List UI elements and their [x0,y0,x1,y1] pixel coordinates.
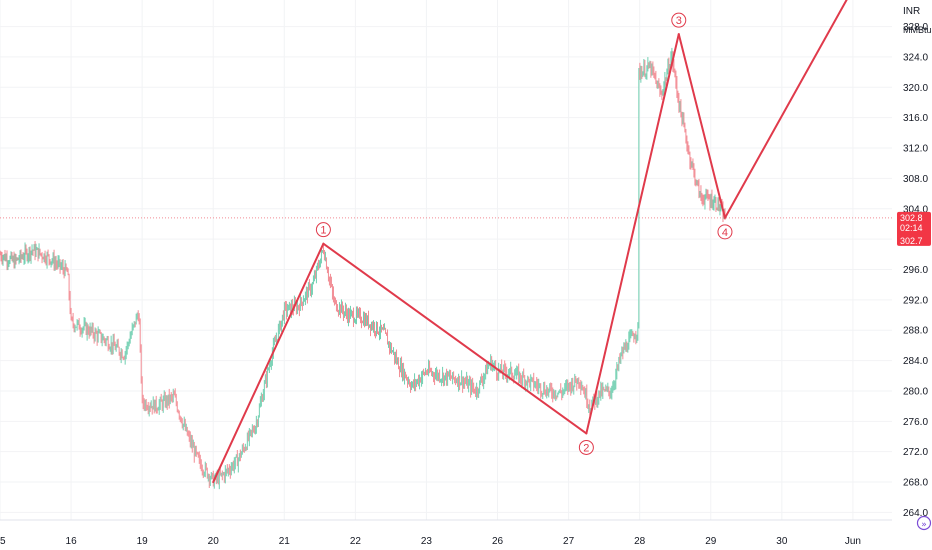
x-tick-label: 16 [66,536,78,547]
wave-label-3[interactable]: 3 [671,12,687,28]
wave-label-1[interactable]: 1 [315,222,331,238]
y-tick-label: 264.0 [903,508,928,519]
y-tick-label: 296.0 [903,265,928,276]
wave-label-text: 1 [320,225,326,237]
wave-label-text: 4 [722,227,728,239]
x-tick-label: 20 [208,536,220,547]
y-tick-label: 320.0 [903,83,928,94]
event-icon-ring [916,515,932,531]
y-tick-label: 308.0 [903,174,928,185]
unit-label: MMBtu [903,25,932,35]
price-scale-background [892,0,932,550]
price-badge: 302.802:14 302.7 [897,211,931,246]
price-badge-price: 302.8 [900,213,923,223]
currency-label: INR [903,6,920,17]
y-tick-label: 276.0 [903,417,928,428]
x-tick-label: 27 [563,536,575,547]
price-badge-box [897,211,931,238]
x-tick-label: 23 [421,536,433,547]
x-tick-label: Jun [845,536,861,547]
y-tick-label: 324.0 [903,52,928,63]
x-tick-label: 30 [776,536,788,547]
y-tick-label: 284.0 [903,356,928,367]
time-axis[interactable]: 15 16 19 20 21 22 23 26 27 28 29 30 Jun [0,519,892,547]
wave-label-circle [671,12,687,28]
wave-label-text: 3 [676,15,682,27]
wave-label-text: 2 [583,442,589,454]
wave-segment[interactable] [585,33,680,435]
wave-label-4[interactable]: 4 [717,224,733,240]
wave-labels: 12345 [315,12,733,455]
grid [0,0,892,520]
fast-forward-icon[interactable]: » [916,515,932,531]
event-markers: »⚡ [916,515,932,531]
y-tick-label: 328.0 [903,22,928,33]
wave-label-circle [578,439,594,455]
wave-label-circle [315,222,331,238]
x-tick-label: 26 [492,536,504,547]
candles [0,47,726,490]
elliott-wave-drawing[interactable] [212,0,853,484]
x-tick-label: 22 [350,536,362,547]
wave-segment[interactable] [723,0,853,219]
y-tick-label: 292.0 [903,295,928,306]
y-tick-label: 268.0 [903,478,928,489]
y-tick-label: 312.0 [903,144,928,155]
price-badge-countdown: 02:14 [900,223,923,233]
x-tick-label: 28 [634,536,646,547]
event-icon-glyph: » [921,520,927,530]
wave-label-circle [717,224,733,240]
y-tick-label: 280.0 [903,386,928,397]
x-tick-label: 19 [137,536,149,547]
y-tick-label: 288.0 [903,326,928,337]
x-tick-label: 21 [279,536,291,547]
wave-segment[interactable] [322,242,588,435]
price-badge-low: 302.7 [900,236,923,246]
price-badge-low-box [897,234,931,246]
x-tick-label: 29 [705,536,717,547]
y-tick-label: 272.0 [903,447,928,458]
wave-label-2[interactable]: 2 [578,439,594,455]
x-tick-label: 15 [0,536,6,547]
wave-segment[interactable] [677,33,726,219]
y-tick-label: 304.0 [903,204,928,215]
wave-segment[interactable] [212,242,325,484]
y-tick-label: 316.0 [903,113,928,124]
